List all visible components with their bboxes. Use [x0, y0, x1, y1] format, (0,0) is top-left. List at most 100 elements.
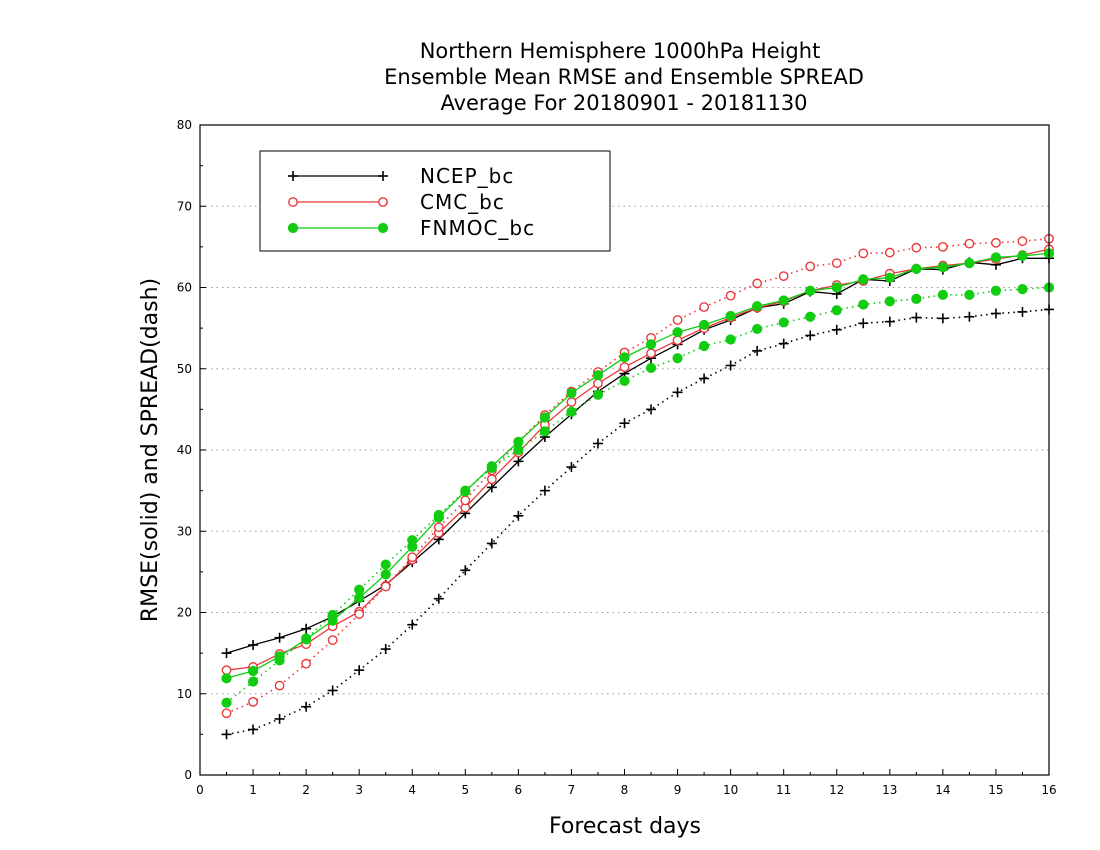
- legend-item-fnmoc-bc: FNMOC_bc: [287, 216, 534, 240]
- data-point-ncep-bc-spread: [274, 713, 285, 724]
- data-point-cmc-bc-spread: [858, 248, 869, 259]
- data-point-ncep-bc-spread: [407, 619, 418, 630]
- y-axis-label: RMSE(solid) and SPREAD(dash): [138, 278, 163, 622]
- series-cmc-bc-spread: [221, 233, 1054, 719]
- data-point-ncep-bc-rmse: [221, 648, 232, 659]
- data-point-cmc-bc-spread: [221, 708, 232, 719]
- data-point-fnmoc-bc-spread: [301, 633, 312, 644]
- data-point-fnmoc-bc-spread: [1017, 284, 1028, 295]
- data-point-cmc-bc-rmse: [672, 335, 683, 346]
- data-point-cmc-bc-spread: [831, 258, 842, 269]
- data-point-cmc-bc-spread: [407, 552, 418, 563]
- legend-item-cmc-bc: CMC_bc: [288, 190, 505, 214]
- chart-title-line-3: Average For 20180901 - 20181130: [440, 91, 807, 115]
- y-axis: 0 10 20 30 40 50 60 70 80: [177, 118, 206, 782]
- data-point-fnmoc-bc-rmse: [672, 327, 683, 338]
- legend-marker-cmc-bc: [378, 197, 388, 207]
- data-point-fnmoc-bc-spread: [752, 323, 763, 335]
- legend-marker-fnmoc-bc: [287, 222, 299, 234]
- data-point-cmc-bc-rmse: [593, 378, 603, 389]
- y-tick-label-20: 20: [177, 606, 192, 620]
- series-line-fnmoc-bc-spread: [226, 286, 1050, 704]
- data-point-fnmoc-bc-rmse: [990, 252, 1002, 263]
- data-point-fnmoc-bc-spread: [354, 584, 365, 595]
- series-line-ncep-bc-rmse: [226, 257, 1049, 654]
- data-point-cmc-bc-spread: [884, 247, 895, 258]
- x-tick-label-12: 12: [829, 783, 844, 797]
- data-point-cmc-bc-rmse: [221, 665, 232, 676]
- x-tick-label-14: 14: [935, 783, 950, 797]
- y-tick-label-50: 50: [177, 362, 192, 376]
- data-point-fnmoc-bc-rmse: [539, 412, 551, 423]
- data-point-cmc-bc-rmse: [566, 397, 577, 407]
- data-point-ncep-bc-spread: [778, 338, 789, 349]
- data-point-cmc-bc-spread: [327, 635, 338, 646]
- data-point-fnmoc-bc-spread: [460, 485, 471, 496]
- data-point-fnmoc-bc-rmse: [831, 282, 842, 293]
- data-point-fnmoc-bc-rmse: [884, 272, 895, 283]
- data-point-fnmoc-bc-rmse: [566, 388, 577, 399]
- x-tick-label-5: 5: [461, 783, 469, 797]
- x-tick-label-10: 10: [723, 783, 738, 797]
- data-point-fnmoc-bc-spread: [911, 293, 922, 304]
- data-point-fnmoc-bc-spread: [937, 289, 948, 300]
- data-point-fnmoc-bc-rmse: [778, 295, 789, 306]
- data-point-fnmoc-bc-spread: [858, 299, 869, 310]
- data-point-fnmoc-bc-spread: [513, 444, 524, 456]
- data-point-fnmoc-bc-spread: [592, 389, 604, 400]
- data-point-fnmoc-bc-spread: [831, 305, 842, 316]
- data-point-fnmoc-bc-spread: [619, 375, 630, 387]
- data-point-ncep-bc-spread: [911, 312, 922, 323]
- data-point-fnmoc-bc-spread: [247, 676, 259, 687]
- y-tick-label-70: 70: [177, 199, 192, 213]
- y-tick-label-10: 10: [177, 687, 192, 701]
- data-point-ncep-bc-spread: [248, 724, 259, 735]
- data-point-ncep-bc-spread: [884, 316, 895, 327]
- data-point-ncep-bc-spread: [805, 330, 816, 341]
- data-point-ncep-bc-spread: [301, 701, 312, 712]
- data-point-fnmoc-bc-rmse: [645, 339, 657, 350]
- data-point-fnmoc-bc-rmse: [619, 352, 630, 363]
- legend-box: [259, 150, 611, 252]
- data-point-cmc-bc-spread: [672, 315, 683, 325]
- data-point-cmc-bc-spread: [911, 242, 922, 253]
- data-point-cmc-bc-spread: [354, 609, 365, 620]
- chart-title-line-1: Northern Hemisphere 1000hPa Height: [420, 39, 821, 63]
- data-point-cmc-bc-rmse: [486, 474, 497, 485]
- data-point-fnmoc-bc-spread: [407, 535, 418, 546]
- legend-item-ncep-bc: NCEP_bc: [288, 164, 514, 188]
- data-point-fnmoc-bc-spread: [433, 509, 444, 521]
- data-point-cmc-bc-spread: [805, 261, 816, 272]
- data-point-ncep-bc-spread: [725, 360, 736, 371]
- x-tick-label-4: 4: [408, 783, 416, 797]
- data-point-ncep-bc-rmse: [248, 640, 259, 650]
- data-point-cmc-bc-spread: [991, 237, 1001, 248]
- data-point-ncep-bc-spread: [699, 373, 710, 384]
- legend-label-ncep-bc: NCEP_bc: [420, 164, 514, 188]
- data-point-fnmoc-bc-rmse: [380, 569, 391, 580]
- data-point-fnmoc-bc-rmse: [805, 285, 816, 296]
- data-point-ncep-bc-spread: [566, 462, 577, 473]
- x-tick-label-0: 0: [196, 783, 204, 797]
- data-point-ncep-bc-spread: [380, 644, 391, 655]
- data-point-fnmoc-bc-rmse: [725, 310, 736, 322]
- data-point-fnmoc-bc-rmse: [1017, 250, 1028, 261]
- data-point-ncep-bc-spread: [486, 538, 497, 549]
- y-tick-label-0: 0: [184, 768, 192, 782]
- x-tick-label-15: 15: [988, 783, 1003, 797]
- data-point-ncep-bc-spread: [1017, 306, 1028, 317]
- chart-title-line-2: Ensemble Mean RMSE and Ensemble SPREAD: [384, 65, 864, 89]
- data-point-fnmoc-bc-spread: [380, 559, 391, 570]
- data-point-fnmoc-bc-rmse: [221, 673, 232, 684]
- data-point-cmc-bc-spread: [964, 238, 975, 249]
- data-point-fnmoc-bc-spread: [274, 655, 285, 666]
- x-axis: 0 1 2 3 4 5 6 7 8 9 10 11 12 13 14 15 16: [196, 769, 1057, 797]
- data-point-ncep-bc-spread: [752, 345, 763, 356]
- data-point-fnmoc-bc-rmse: [247, 665, 259, 677]
- data-point-cmc-bc-spread: [1017, 236, 1028, 247]
- x-tick-label-2: 2: [302, 783, 310, 797]
- data-point-cmc-bc-spread: [752, 278, 763, 289]
- series-line-fnmoc-bc-rmse: [226, 252, 1050, 679]
- legend-label-cmc-bc: CMC_bc: [420, 190, 505, 214]
